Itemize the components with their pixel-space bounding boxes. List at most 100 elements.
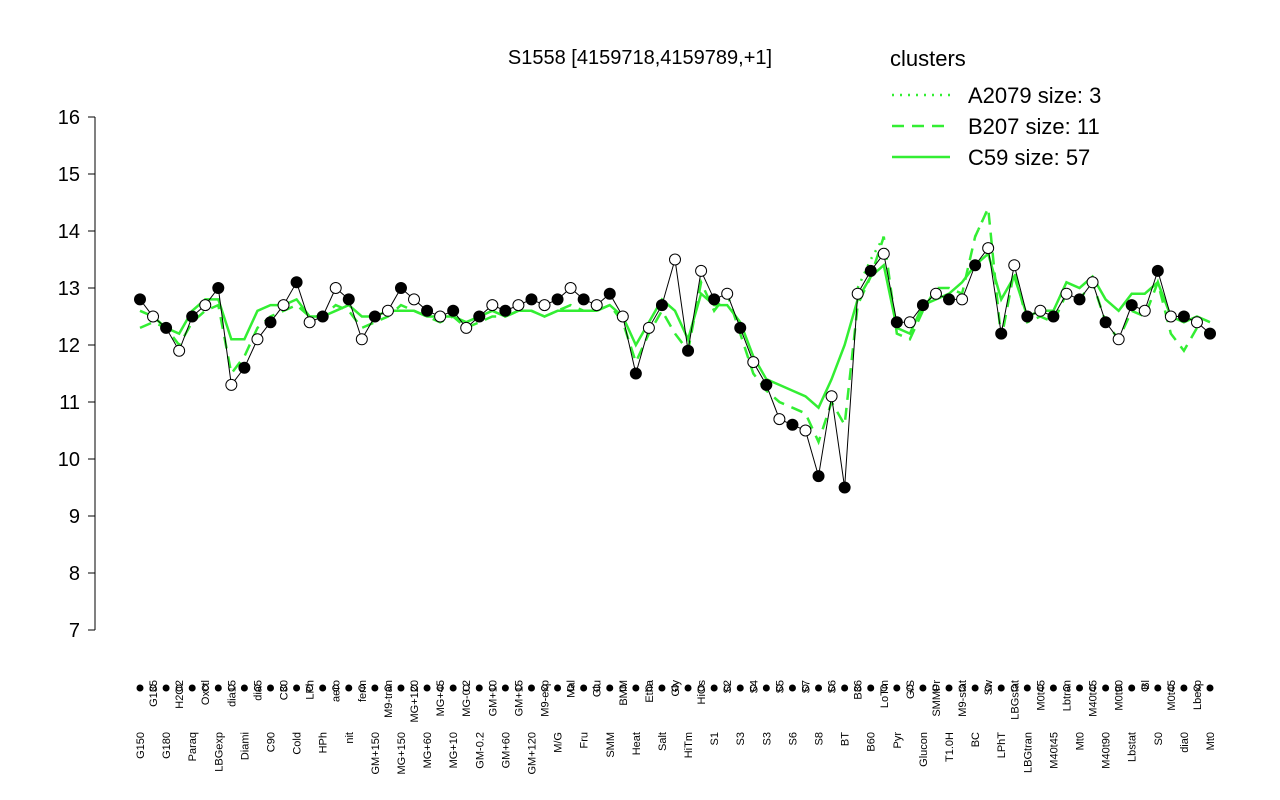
data-point <box>825 390 838 403</box>
x-dot <box>175 684 183 692</box>
data-point <box>1138 304 1151 317</box>
data-point <box>695 264 708 277</box>
x-dot <box>332 684 340 692</box>
data-point <box>890 316 903 329</box>
x-dot <box>436 684 444 692</box>
x-dot <box>567 684 575 692</box>
x-tick-label: Mt0 <box>1075 732 1087 750</box>
x-dot <box>384 684 392 692</box>
data-point <box>564 282 577 294</box>
x-dot <box>671 684 679 692</box>
data-point <box>1008 259 1021 272</box>
x-tick-label: G150 <box>135 732 147 759</box>
x-tick-label: MG+150 <box>396 732 408 775</box>
data-point <box>355 333 368 346</box>
x-dot <box>632 684 640 692</box>
x-tick-label: Diami <box>239 732 251 760</box>
x-tick-label: S6 <box>827 680 839 693</box>
data-point <box>1099 316 1112 329</box>
data-point <box>434 310 447 323</box>
x-tick-label: G180 <box>161 732 173 759</box>
x-tick-label: Sw <box>983 680 995 695</box>
x-tick-label: BMM <box>618 680 630 706</box>
data-point <box>538 299 551 312</box>
data-point <box>277 299 290 312</box>
data-point <box>551 293 564 306</box>
data-point <box>943 293 956 306</box>
x-dot <box>1141 684 1149 692</box>
x-tick-label: aero <box>331 680 343 702</box>
x-tick-label: S5 <box>774 680 786 693</box>
cluster-line <box>139 251 1211 410</box>
data-point <box>1190 316 1203 329</box>
x-tick-label: Lbtran <box>1061 680 1073 711</box>
data-point <box>525 293 538 306</box>
x-dot <box>554 684 562 692</box>
data-point <box>851 287 864 300</box>
x-dot <box>162 684 170 692</box>
x-dot <box>619 684 627 692</box>
x-dot <box>945 684 953 692</box>
data-point <box>655 299 668 312</box>
x-tick-label: M9-tran <box>383 680 395 718</box>
data-point <box>773 413 786 426</box>
data-point <box>342 293 355 306</box>
x-tick-label: Bl <box>1140 680 1152 690</box>
x-tick-label: Heat <box>631 732 643 755</box>
x-dot <box>293 684 301 692</box>
x-tick-label: HiOs <box>696 680 708 705</box>
x-tick-label: S3 <box>761 732 773 745</box>
data-point <box>1204 327 1216 340</box>
x-tick-label: LBGstat <box>1009 680 1021 720</box>
x-tick-label: M0t90 <box>1114 680 1126 711</box>
data-point <box>186 310 199 323</box>
data-point <box>1021 310 1034 323</box>
legend-label: C59 size: 57 <box>968 145 1090 170</box>
x-dot <box>762 684 770 692</box>
x-dot <box>880 684 888 692</box>
data-point <box>147 310 160 323</box>
legend-title: clusters <box>890 46 966 71</box>
x-tick-label: S2 <box>722 680 734 693</box>
x-tick-label: M/G <box>553 732 565 753</box>
x-dot <box>240 684 248 692</box>
data-point <box>212 282 225 294</box>
y-tick-label: 12 <box>58 335 80 357</box>
x-dot <box>1154 684 1162 692</box>
x-tick-label: Lbexp <box>1192 680 1204 710</box>
data-point <box>590 299 603 312</box>
x-dot <box>958 684 966 692</box>
x-tick-label: Pyr <box>892 732 904 749</box>
x-dot <box>462 684 470 692</box>
x-dot <box>997 684 1005 692</box>
x-dot <box>645 684 653 692</box>
data-point <box>916 299 929 312</box>
x-dot <box>893 684 901 692</box>
x-dot <box>932 684 940 692</box>
data-point <box>238 361 251 374</box>
x-tick-label: BT <box>840 732 852 746</box>
x-tick-label: Cold <box>292 732 304 755</box>
x-dot <box>514 684 522 692</box>
legend-label: A2079 size: 3 <box>968 83 1101 108</box>
x-dot <box>801 684 809 692</box>
x-dot <box>1089 684 1097 692</box>
x-dot <box>1115 684 1123 692</box>
x-dot <box>1062 684 1070 692</box>
data-point <box>486 299 499 312</box>
data-point <box>1073 293 1086 306</box>
x-dot <box>658 684 666 692</box>
data-point <box>760 378 773 391</box>
data-point <box>864 264 877 277</box>
x-tick-label: H2O2 <box>174 680 186 709</box>
y-tick-label: 16 <box>58 107 80 129</box>
x-dot <box>815 684 823 692</box>
x-dot <box>1102 684 1110 692</box>
x-tick-label: Etha <box>644 679 656 703</box>
x-tick-label: SMMPr <box>931 680 943 717</box>
x-tick-label: GM-0.2 <box>474 732 486 769</box>
x-tick-label: Paraq <box>187 732 199 761</box>
x-tick-label: B36 <box>853 680 865 700</box>
x-dot <box>1076 684 1084 692</box>
cluster-line <box>139 203 1211 446</box>
